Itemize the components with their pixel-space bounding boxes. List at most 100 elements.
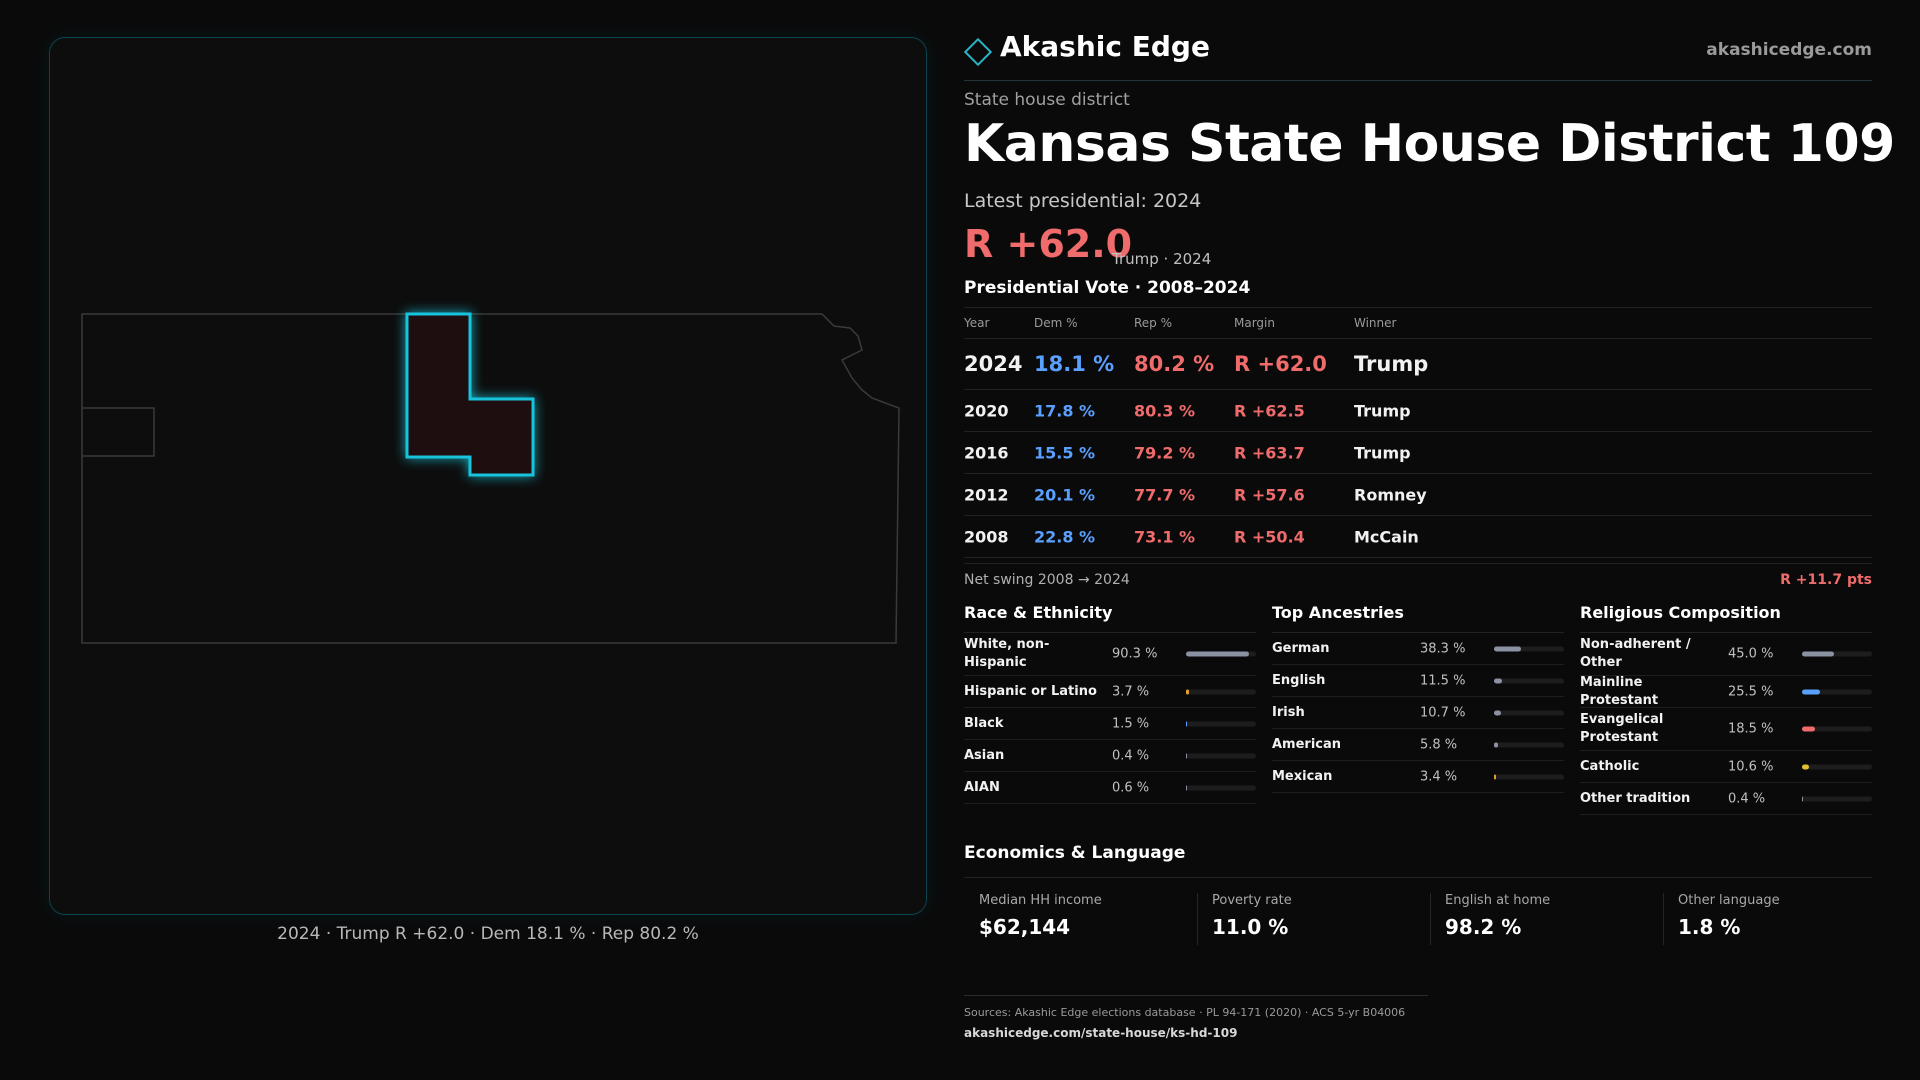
- econ-stat: Median HH income $62,144: [964, 893, 1184, 945]
- list-item: Hispanic or Latino 3.7 %: [964, 676, 1256, 708]
- column-header: Year: [964, 316, 990, 330]
- vote-table-title: Presidential Vote · 2008–2024: [964, 278, 1251, 298]
- map-caption: 2024 · Trump R +62.0 · Dem 18.1 % · Rep …: [277, 924, 699, 944]
- dem-cell: 17.8 %: [1034, 401, 1096, 420]
- year-cell: 2016: [964, 443, 1009, 462]
- item-value: 5.8 %: [1420, 737, 1458, 752]
- margin-cell: R +62.0: [1234, 352, 1327, 376]
- section-title: Religious Composition: [1580, 600, 1872, 633]
- column-header: Winner: [1354, 316, 1397, 330]
- table-row: 2020 17.8 % 80.3 % R +62.5 Trump: [964, 390, 1872, 432]
- year-cell: 2012: [964, 485, 1009, 504]
- item-value: 0.4 %: [1728, 791, 1766, 806]
- item-label: Evangelical Protestant: [1580, 712, 1664, 745]
- list-item: Asian 0.4 %: [964, 740, 1256, 772]
- stat-label: Other language: [1678, 893, 1780, 908]
- bar-fill: [1802, 796, 1804, 801]
- item-value: 10.6 %: [1728, 759, 1774, 774]
- item-value: 90.3 %: [1112, 646, 1158, 662]
- bar-fill: [1802, 726, 1815, 732]
- diamond-logo-icon: [963, 37, 993, 67]
- bar-fill: [1186, 721, 1188, 726]
- column-header: Rep %: [1134, 316, 1173, 330]
- bar-track: [1494, 646, 1564, 651]
- list-item: German 38.3 %: [1272, 633, 1564, 665]
- item-value: 1.5 %: [1112, 716, 1150, 731]
- list-item: Evangelical Protestant 18.5 %: [1580, 708, 1872, 751]
- source-url-link[interactable]: akashicedge.com/state-house/ks-hd-109: [964, 1026, 1238, 1040]
- list-item: English 11.5 %: [1272, 665, 1564, 697]
- margin-cell: R +50.4: [1234, 527, 1305, 546]
- item-label: English: [1272, 672, 1326, 688]
- bar-track: [1494, 774, 1564, 779]
- winner-cell: Trump: [1354, 401, 1411, 420]
- list-item: Catholic 10.6 %: [1580, 751, 1872, 783]
- bar-track: [1186, 785, 1256, 790]
- list-item: Irish 10.7 %: [1272, 697, 1564, 729]
- rep-cell: 80.3 %: [1134, 401, 1196, 420]
- list-item: White, non-Hispanic 90.3 %: [964, 633, 1256, 676]
- winner-cell: Romney: [1354, 485, 1427, 504]
- winner-cell: Trump: [1354, 443, 1411, 462]
- winner-cell: Trump: [1354, 352, 1429, 376]
- stat-label: English at home: [1445, 893, 1551, 908]
- column-header: Dem %: [1034, 316, 1078, 330]
- net-swing-label: Net swing 2008 → 2024: [964, 572, 1130, 588]
- divider: [1663, 893, 1664, 945]
- item-value: 3.7 %: [1112, 684, 1150, 699]
- bar-track: [1802, 689, 1872, 694]
- map-panel: [49, 37, 927, 915]
- margin-cell: R +63.7: [1234, 443, 1305, 462]
- bar-fill: [1186, 689, 1189, 694]
- stat-value: 98.2 %: [1445, 915, 1522, 939]
- bar-fill: [1186, 785, 1188, 790]
- bar-track: [1494, 678, 1564, 683]
- item-value: 0.6 %: [1112, 780, 1150, 795]
- bar-track: [1186, 721, 1256, 726]
- page-title: Kansas State House District 109: [964, 114, 1895, 174]
- vote-table: Year Dem % Rep % Margin Winner 2024 18.1…: [964, 307, 1872, 558]
- divider: [1197, 893, 1198, 945]
- bar-track: [1494, 742, 1564, 747]
- item-value: 45.0 %: [1728, 646, 1774, 662]
- stat-label: Median HH income: [979, 893, 1102, 908]
- bar-fill: [1494, 774, 1497, 779]
- econ-stat: Other language 1.8 %: [1663, 893, 1883, 945]
- bar-fill: [1494, 678, 1503, 683]
- year-cell: 2020: [964, 401, 1009, 420]
- net-swing-value: R +11.7 pts: [1780, 572, 1872, 588]
- brand-url-link[interactable]: akashicedge.com: [1706, 40, 1872, 60]
- table-row: 2012 20.1 % 77.7 % R +57.6 Romney: [964, 474, 1872, 516]
- latest-presidential: Latest presidential: 2024: [964, 190, 1202, 212]
- item-label: AIAN: [964, 779, 1000, 795]
- dem-cell: 15.5 %: [1034, 443, 1096, 462]
- list-item: Mainline Protestant 25.5 %: [1580, 675, 1872, 708]
- divider: [1430, 893, 1431, 945]
- bar-fill: [1494, 742, 1499, 747]
- bar-track: [1186, 651, 1256, 657]
- district-highlight[interactable]: [405, 312, 535, 477]
- brand-name: Akashic Edge: [1000, 30, 1210, 63]
- item-value: 0.4 %: [1112, 748, 1150, 763]
- district-type: State house district: [964, 90, 1130, 110]
- margin-cell: R +57.6: [1234, 485, 1305, 504]
- ancestries-section: Top Ancestries German 38.3 % English 11.…: [1272, 600, 1564, 793]
- bar-fill: [1494, 710, 1502, 715]
- item-value: 3.4 %: [1420, 769, 1458, 784]
- district-map: [81, 312, 900, 644]
- stat-value: 11.0 %: [1212, 915, 1289, 939]
- table-row: 2016 15.5 % 79.2 % R +63.7 Trump: [964, 432, 1872, 474]
- state-outline: [81, 313, 900, 644]
- year-cell: 2008: [964, 527, 1009, 546]
- dem-cell: 20.1 %: [1034, 485, 1096, 504]
- item-label: American: [1272, 736, 1342, 752]
- section-title: Race & Ethnicity: [964, 600, 1256, 633]
- stat-value: $62,144: [979, 915, 1071, 939]
- dem-cell: 22.8 %: [1034, 527, 1096, 546]
- rep-cell: 77.7 %: [1134, 485, 1196, 504]
- list-item: Black 1.5 %: [964, 708, 1256, 740]
- item-value: 25.5 %: [1728, 684, 1774, 699]
- sources-text: Sources: Akashic Edge elections database…: [964, 1006, 1406, 1019]
- religion-section: Religious Composition Non-adherent / Oth…: [1580, 600, 1872, 815]
- bar-fill: [1802, 651, 1834, 657]
